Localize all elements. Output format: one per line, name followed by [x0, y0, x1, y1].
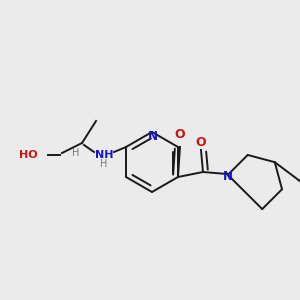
- Text: O: O: [196, 136, 206, 148]
- Text: H: H: [100, 159, 108, 169]
- Text: NH: NH: [95, 150, 113, 160]
- Text: N: N: [223, 169, 233, 182]
- Text: HO: HO: [20, 150, 38, 160]
- Text: N: N: [148, 130, 158, 142]
- Text: O: O: [175, 128, 185, 142]
- Text: H: H: [72, 148, 80, 158]
